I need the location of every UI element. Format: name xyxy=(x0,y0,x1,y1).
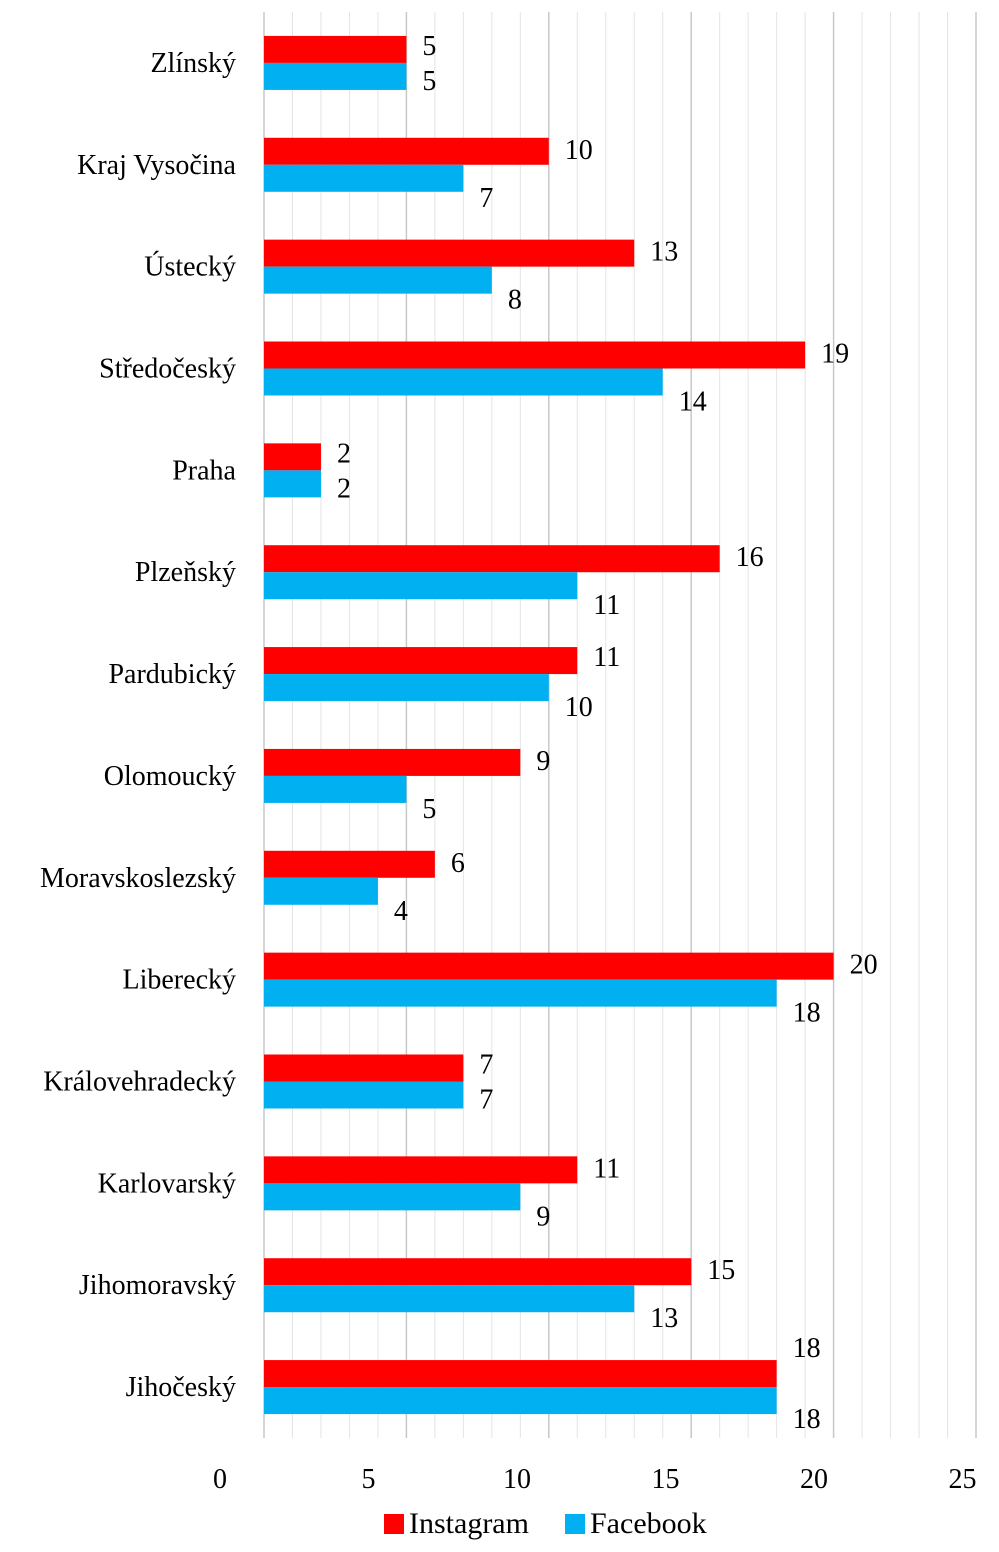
bar-instagram xyxy=(264,1156,578,1184)
bar-facebook xyxy=(264,266,492,294)
legend: Instagram Facebook xyxy=(384,1507,707,1540)
data-label-facebook: 13 xyxy=(650,1303,678,1334)
category-label: Ústecký xyxy=(144,252,236,283)
bar-facebook xyxy=(264,674,549,702)
bar-facebook xyxy=(264,1387,777,1415)
data-label-instagram: 19 xyxy=(821,339,849,370)
bar-facebook xyxy=(264,775,407,803)
data-label-facebook: 5 xyxy=(422,794,436,825)
data-label-facebook: 5 xyxy=(422,66,436,97)
category-label: Pardubický xyxy=(108,659,236,690)
data-label-instagram: 6 xyxy=(451,848,465,879)
category-label: Jihočeský xyxy=(126,1372,236,1403)
category-labels: Zlínský Kraj Vysočina Ústecký Středočeský Pr… xyxy=(40,48,237,1403)
bar-instagram xyxy=(264,1360,777,1388)
legend-label-facebook: Facebook xyxy=(590,1507,707,1540)
data-label-instagram: 5 xyxy=(422,31,436,62)
bar-facebook xyxy=(264,1183,521,1211)
bar-instagram xyxy=(264,952,834,980)
bar-instagram xyxy=(264,545,720,573)
data-label-instagram: 2 xyxy=(337,438,351,469)
x-tick-label: 10 xyxy=(503,1464,531,1495)
data-label-instagram: 18 xyxy=(793,1333,821,1364)
data-label-facebook: 10 xyxy=(565,692,593,723)
data-label-instagram: 13 xyxy=(650,237,678,268)
x-tick-label: 0 xyxy=(213,1464,227,1495)
data-label-instagram: 9 xyxy=(536,746,550,777)
bar-instagram xyxy=(264,1054,464,1082)
data-label-facebook: 2 xyxy=(337,473,351,504)
bar-facebook xyxy=(264,470,321,498)
legend-swatch-facebook xyxy=(565,1514,585,1534)
bar-facebook xyxy=(264,979,777,1007)
legend-swatch-instagram xyxy=(384,1514,404,1534)
data-labels: 5510713819142216111110956420187711915131… xyxy=(337,31,878,1435)
category-label: Liberecký xyxy=(123,965,237,996)
bar-instagram xyxy=(264,239,635,267)
bar-facebook xyxy=(264,368,663,396)
data-label-facebook: 8 xyxy=(508,285,522,316)
data-label-instagram: 11 xyxy=(593,1153,620,1184)
bar-facebook xyxy=(264,62,407,90)
data-label-instagram: 15 xyxy=(707,1255,735,1286)
data-label-facebook: 18 xyxy=(793,998,821,1029)
category-label: Moravskoslezský xyxy=(40,863,236,894)
bar-facebook xyxy=(264,572,578,600)
data-label-facebook: 7 xyxy=(479,183,493,214)
data-label-instagram: 7 xyxy=(479,1050,493,1081)
x-tick-label: 5 xyxy=(362,1464,376,1495)
category-label: Středočeský xyxy=(99,354,236,385)
data-label-instagram: 11 xyxy=(593,642,620,673)
bar-instagram xyxy=(264,137,549,165)
bars xyxy=(264,35,834,1415)
data-label-instagram: 10 xyxy=(565,135,593,166)
category-label: Jihomoravský xyxy=(79,1270,236,1301)
category-label: Olomoucký xyxy=(104,761,236,792)
bar-facebook xyxy=(264,877,378,905)
data-label-facebook: 18 xyxy=(793,1404,821,1435)
bar-instagram xyxy=(264,647,578,675)
data-label-facebook: 11 xyxy=(593,590,620,621)
bar-instagram xyxy=(264,850,435,878)
x-tick-label: 25 xyxy=(949,1464,977,1495)
category-label: Praha xyxy=(172,455,236,486)
gridlines xyxy=(263,12,977,1438)
data-label-facebook: 4 xyxy=(394,896,408,927)
category-label: Karlovarský xyxy=(98,1168,236,1199)
data-label-instagram: 20 xyxy=(850,950,878,981)
bar-facebook xyxy=(264,1081,464,1109)
category-label: Královehradecký xyxy=(43,1067,236,1098)
x-axis-ticks: 0 5 10 15 20 25 xyxy=(213,1464,977,1495)
bar-instagram xyxy=(264,341,806,369)
category-label: Zlínský xyxy=(150,48,236,79)
category-label: Plzeňský xyxy=(135,557,236,588)
category-label: Kraj Vysočina xyxy=(77,150,236,181)
x-tick-label: 20 xyxy=(800,1464,828,1495)
data-label-facebook: 7 xyxy=(479,1085,493,1116)
bar-instagram xyxy=(264,1258,692,1286)
bar-instagram xyxy=(264,748,521,776)
data-label-facebook: 9 xyxy=(536,1201,550,1232)
data-label-facebook: 14 xyxy=(679,387,707,418)
bar-facebook xyxy=(264,1285,635,1313)
x-tick-label: 15 xyxy=(652,1464,680,1495)
legend-label-instagram: Instagram xyxy=(409,1507,529,1540)
data-label-instagram: 16 xyxy=(736,542,764,573)
bar-facebook xyxy=(264,164,464,192)
bar-instagram xyxy=(264,443,321,471)
bar-instagram xyxy=(264,35,407,63)
